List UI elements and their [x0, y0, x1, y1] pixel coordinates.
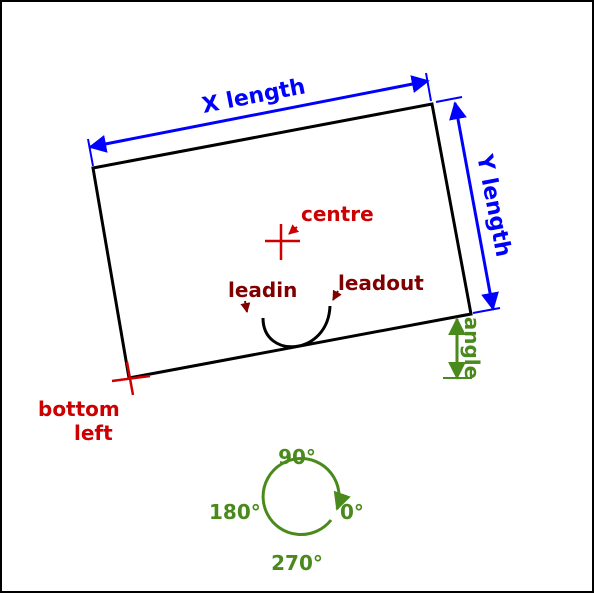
x-length-dimension: X length	[87, 72, 432, 167]
dial-270-label: 270°	[271, 551, 323, 575]
bottom-left-marker: bottom left	[38, 361, 151, 445]
leadin-label: leadin	[228, 278, 297, 302]
angle-indicator: angle	[443, 317, 484, 380]
centre-label: centre	[301, 202, 374, 226]
bottom-label: bottom	[38, 397, 120, 421]
lead-arc	[261, 305, 332, 349]
left-label: left	[74, 421, 113, 445]
dial-180-label: 180°	[209, 500, 261, 524]
y-length-label: Y length	[471, 152, 516, 259]
angle-label: angle	[460, 317, 484, 379]
y-length-dimension: Y length	[435, 96, 516, 314]
lead-arc-group: leadin leadout	[228, 271, 424, 349]
dial-0-label: 0°	[340, 500, 364, 524]
dial-90-label: 90°	[278, 445, 316, 469]
angle-dial-circle	[261, 457, 351, 537]
centre-marker: centre	[265, 202, 374, 260]
angle-dial: 90° 180° 0° 270°	[209, 445, 364, 575]
leadout-label: leadout	[338, 271, 424, 295]
x-length-label: X length	[200, 74, 308, 119]
